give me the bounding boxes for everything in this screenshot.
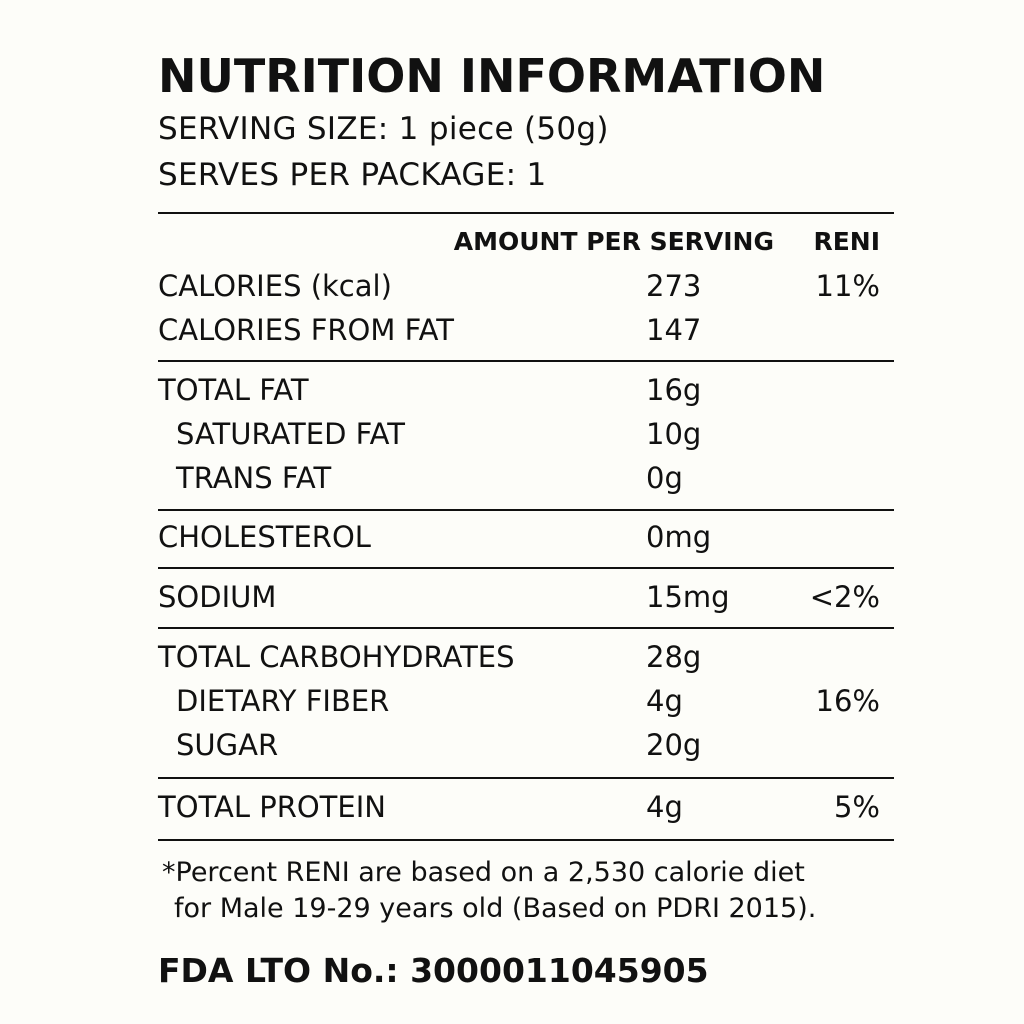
footnote-line: *Percent RENI are based on a 2,530 calor… [162, 857, 805, 888]
nutrient-row-total-carbohydrates: TOTAL CARBOHYDRATES 28g [158, 635, 894, 679]
divider [158, 567, 894, 569]
footnote-line: for Male 19-29 years old (Based on PDRI … [174, 893, 817, 924]
nutrient-name: TOTAL CARBOHYDRATES [158, 640, 515, 674]
nutrient-row-dietary-fiber: DIETARY FIBER 4g 16% [158, 679, 894, 723]
nutrient-name: SUGAR [176, 728, 279, 762]
nutrient-percent: <2% [809, 580, 880, 614]
nutrient-percent: 11% [815, 269, 880, 303]
nutrient-name: TOTAL PROTEIN [158, 790, 386, 824]
nutrient-row-total-fat: TOTAL FAT 16g [158, 368, 894, 412]
nutrient-row-sugar: SUGAR 20g [158, 723, 894, 767]
nutrient-row-cholesterol: CHOLESTEROL 0mg [158, 515, 894, 559]
nutrient-percent: 16% [815, 684, 880, 718]
serving-size: SERVING SIZE: 1 piece (50g) [158, 111, 609, 147]
serves-per-package: SERVES PER PACKAGE: 1 [158, 157, 547, 193]
nutrient-amount: 16g [646, 373, 702, 407]
divider [158, 777, 894, 779]
fda-lto-number: FDA LTO No.: 3000011045905 [158, 951, 709, 990]
nutrient-name: CHOLESTEROL [158, 520, 371, 554]
nutrient-row-calories-from-fat: CALORIES FROM FAT 147 [158, 308, 894, 352]
nutrient-amount: 4g [646, 684, 683, 718]
nutrient-row-saturated-fat: SATURATED FAT 10g [158, 412, 894, 456]
nutrient-name: CALORIES FROM FAT [158, 313, 454, 347]
nutrient-amount: 0mg [646, 520, 712, 554]
nutrient-row-total-protein: TOTAL PROTEIN 4g 5% [158, 785, 894, 829]
nutrient-amount: 147 [646, 313, 702, 347]
nutrient-row-sodium: SODIUM 15mg <2% [158, 575, 894, 619]
nutrient-amount: 4g [646, 790, 683, 824]
nutrient-name: DIETARY FIBER [176, 684, 390, 718]
nutrient-amount: 15mg [646, 580, 730, 614]
nutrient-amount: 10g [646, 417, 702, 451]
divider [158, 360, 894, 362]
nutrient-name: CALORIES (kcal) [158, 269, 392, 303]
nutrient-row-trans-fat: TRANS FAT 0g [158, 456, 894, 500]
label-title: NUTRITION INFORMATION [158, 49, 826, 103]
nutrient-name: SODIUM [158, 580, 277, 614]
amount-header: AMOUNT PER SERVING [453, 227, 774, 256]
reni-header: RENI [813, 227, 880, 256]
divider [158, 509, 894, 511]
nutrient-name: TRANS FAT [176, 461, 332, 495]
nutrient-amount: 28g [646, 640, 702, 674]
divider [158, 212, 894, 214]
column-header: AMOUNT PER SERVING RENI [158, 214, 894, 264]
nutrient-name: SATURATED FAT [176, 417, 405, 451]
nutrient-amount: 20g [646, 728, 702, 762]
nutrient-percent: 5% [833, 790, 880, 824]
nutrient-amount: 0g [646, 461, 683, 495]
nutrition-label: NUTRITION INFORMATION SERVING SIZE: 1 pi… [158, 48, 894, 993]
nutrient-row-calories: CALORIES (kcal) 273 11% [158, 264, 894, 308]
nutrient-name: TOTAL FAT [158, 373, 309, 407]
nutrient-amount: 273 [646, 269, 702, 303]
divider [158, 627, 894, 629]
divider [158, 839, 894, 841]
